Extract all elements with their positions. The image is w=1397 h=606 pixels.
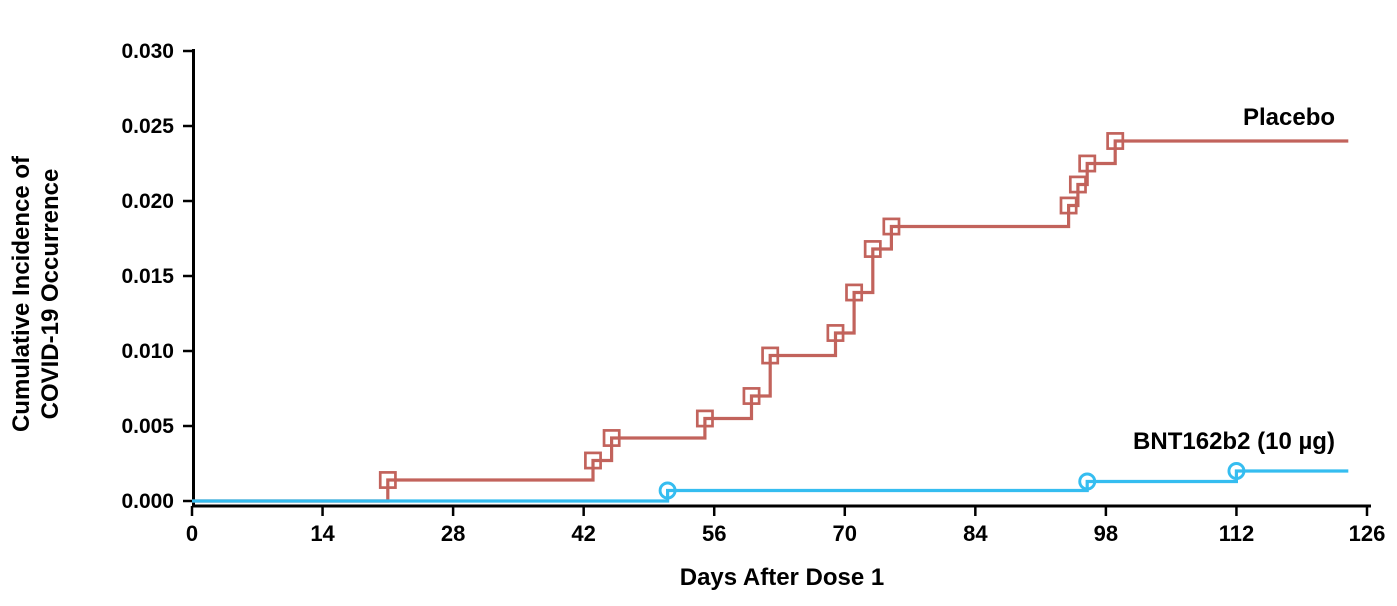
x-tick-label: 0 [186,521,198,546]
x-tick-label: 126 [1349,521,1386,546]
y-axis-title: Cumulative Incidence of COVID-19 Occurre… [8,155,64,433]
x-tick-label: 56 [702,521,726,546]
y-tick-label: 0.025 [121,115,174,138]
step-line-placebo [192,139,1349,503]
x-tick-label: 112 [1219,521,1255,546]
y-tick-label: 0.015 [121,265,174,288]
x-axis-title: Days After Dose 1 [679,564,885,591]
series-label-bnt162b2: BNT162b2 (10 µg) [1133,428,1335,455]
y-tick-label: 0.000 [121,490,174,513]
y-tick-label: 0.010 [121,340,174,363]
y-tick-label: 0.005 [121,415,174,438]
x-tick-label: 70 [833,521,857,546]
x-tick-label: 84 [963,521,988,546]
y-tick-label: 0.020 [121,190,174,213]
y-tick-label: 0.030 [121,40,174,63]
x-tick-label: 14 [310,521,335,546]
step-line-bnt162b2-10-g- [192,469,1349,503]
x-tick-label: 42 [571,521,595,546]
x-tick-label: 98 [1094,521,1118,546]
x-tick-label: 28 [441,521,465,546]
series-label-placebo: Placebo [1242,104,1336,131]
